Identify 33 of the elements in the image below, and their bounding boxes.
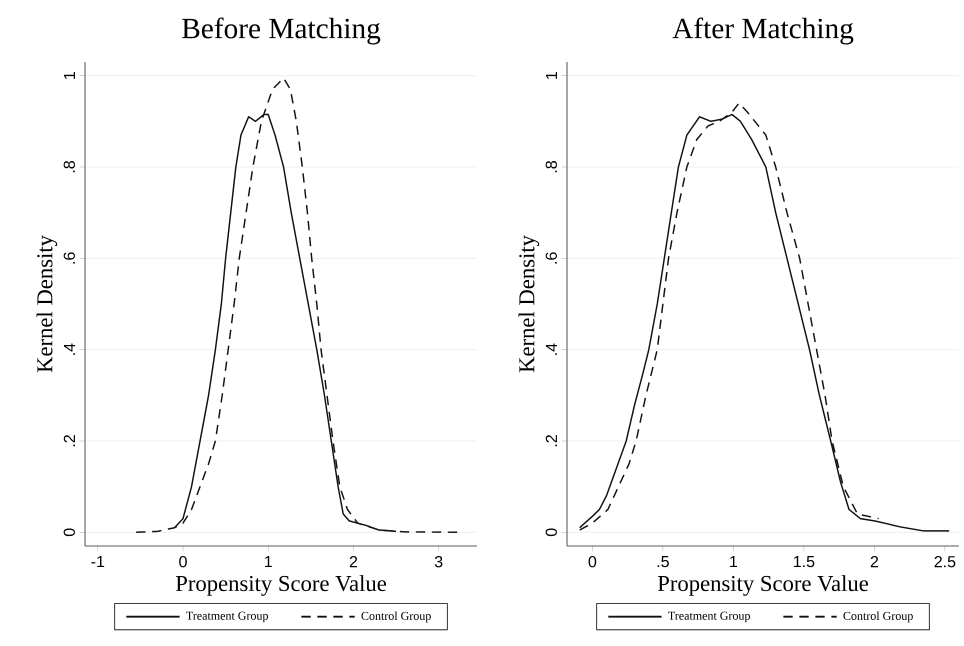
legend-label: Control Group	[361, 612, 431, 622]
x-tick-label: 2	[350, 556, 358, 568]
y-tick-label: .4	[64, 343, 75, 355]
y-tick-label: 1	[64, 72, 75, 79]
x-axis-title: Propensity Score Value	[658, 575, 868, 596]
y-tick-label: 1	[546, 72, 557, 79]
y-axis-title: Kernel Density	[518, 235, 540, 372]
y-tick-label: .8	[64, 161, 75, 172]
x-axis-title: Propensity Score Value	[176, 575, 386, 596]
x-tick-label: 0	[588, 556, 596, 568]
y-tick-label: .2	[64, 435, 75, 446]
chart-title: Before Matching	[182, 17, 380, 44]
y-tick-label: .2	[546, 435, 557, 446]
y-tick-label: .8	[546, 161, 557, 172]
y-axis-title: Kernel Density	[36, 235, 58, 372]
y-tick-label: .4	[546, 343, 557, 355]
x-tick-label: 3	[434, 556, 442, 568]
legend-label: Treatment Group	[186, 612, 268, 622]
chart-title: After Matching	[672, 17, 854, 44]
x-tick-label: .5	[658, 556, 669, 568]
x-tick-label: -1	[91, 556, 104, 568]
y-tick-label: 0	[64, 528, 75, 536]
x-tick-label: 1.5	[794, 556, 814, 568]
legend-label: Treatment Group	[668, 612, 750, 622]
legend-label: Control Group	[843, 612, 913, 622]
y-tick-label: 0	[546, 528, 557, 536]
x-tick-label: 0	[179, 556, 187, 568]
x-tick-label: 1	[730, 556, 738, 568]
y-tick-label: .6	[546, 252, 557, 264]
x-tick-label: 2	[870, 556, 878, 568]
x-tick-label: 1	[264, 556, 272, 568]
y-tick-label: .6	[64, 252, 75, 264]
x-tick-label: 2.5	[934, 556, 956, 568]
